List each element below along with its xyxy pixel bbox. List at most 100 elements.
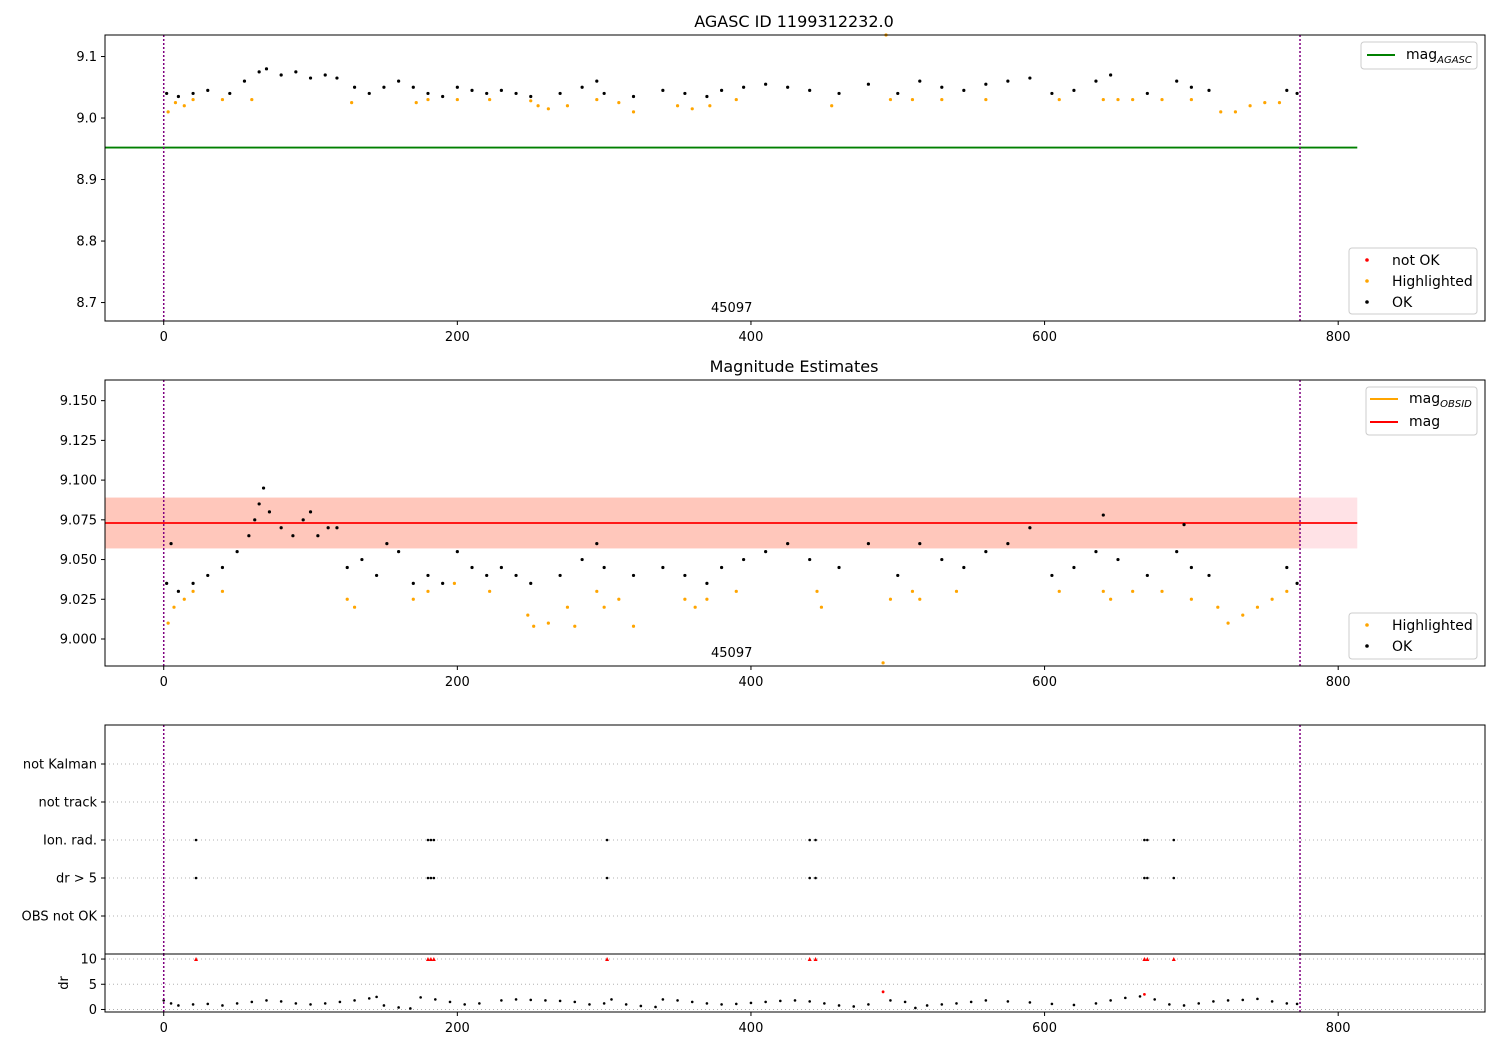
dr-clipped-marker xyxy=(813,957,818,962)
flag-point-dr5 xyxy=(1146,876,1149,880)
point-ok xyxy=(411,85,415,89)
point-ok xyxy=(1006,542,1010,546)
flag-point-ion-rad xyxy=(814,838,817,842)
point-ok xyxy=(455,550,459,554)
point-highlighted xyxy=(617,101,621,105)
dr-point xyxy=(448,1000,452,1004)
dr-point xyxy=(1212,1000,1215,1003)
point-ok xyxy=(866,542,871,546)
point-ok xyxy=(529,94,533,99)
scatter-legend-box xyxy=(1348,612,1478,660)
point-ok xyxy=(257,70,261,74)
chart-2-frame xyxy=(104,379,1486,667)
point-ok xyxy=(705,94,709,99)
point-ok xyxy=(962,565,966,570)
y-tick-label: 9.025 xyxy=(60,593,97,608)
point-ok xyxy=(705,581,709,585)
dr-point xyxy=(749,1001,753,1005)
point-highlighted xyxy=(352,605,357,609)
point-ok xyxy=(169,542,173,546)
point-ok xyxy=(602,91,606,96)
point-ok xyxy=(1145,91,1149,96)
point-ok xyxy=(786,85,790,89)
flag-label: OBS not OK xyxy=(22,910,98,925)
point-highlighted xyxy=(910,589,915,593)
dr-point xyxy=(250,1000,254,1004)
point-ok xyxy=(1175,550,1179,554)
y-tick-label: 9.125 xyxy=(60,434,97,449)
point-highlighted xyxy=(1057,97,1061,102)
y-tick-label: 9.000 xyxy=(60,632,97,647)
dr-point xyxy=(852,1005,856,1008)
chart-1-title: AGASC ID 1199312232.0 xyxy=(694,12,894,31)
dr-clipped-marker xyxy=(1145,957,1150,962)
point-highlighted xyxy=(595,97,599,102)
dr-point xyxy=(434,998,437,1001)
dr-point xyxy=(169,1002,173,1005)
point-highlighted xyxy=(1160,97,1164,102)
point-highlighted xyxy=(734,97,738,102)
point-highlighted xyxy=(1248,104,1252,108)
point-highlighted xyxy=(220,97,225,102)
x-tick-label: 0 xyxy=(160,330,168,345)
point-ok xyxy=(1295,91,1299,96)
dr-point xyxy=(463,1003,466,1006)
dr-point xyxy=(544,999,547,1002)
point-highlighted xyxy=(888,597,893,601)
point-highlighted xyxy=(602,605,606,609)
chart-2-title: Magnitude Estimates xyxy=(710,357,879,376)
dr-frame xyxy=(104,953,1486,1013)
dr-point xyxy=(624,1003,628,1006)
flag-label: Ion. rad. xyxy=(43,834,97,849)
point-ok xyxy=(294,70,298,74)
legend-marker-highlighted xyxy=(1365,623,1369,627)
dr-point xyxy=(558,999,562,1003)
point-ok xyxy=(918,79,922,83)
point-ok xyxy=(1295,581,1299,585)
point-highlighted xyxy=(172,605,176,609)
point-ok xyxy=(382,85,386,89)
legend-label-mag-agasc: magAGASC xyxy=(1406,47,1472,66)
point-highlighted xyxy=(526,613,530,617)
dr-point xyxy=(690,1000,694,1004)
dr-point xyxy=(602,1002,606,1005)
point-highlighted xyxy=(1116,97,1120,102)
point-highlighted xyxy=(910,97,915,102)
point-ok xyxy=(940,85,944,89)
point-highlighted xyxy=(191,97,195,102)
dr-point xyxy=(969,1000,973,1004)
dr-point xyxy=(925,1004,929,1007)
point-highlighted xyxy=(546,107,550,111)
flag-label: not track xyxy=(38,796,97,811)
point-ok xyxy=(360,557,364,562)
dr-point xyxy=(500,999,503,1002)
dr-point xyxy=(808,1000,811,1003)
flag-point-dr5 xyxy=(814,876,817,880)
line-legend-box xyxy=(1360,41,1478,70)
flag-point-ion-rad xyxy=(432,838,436,842)
dr-clipped-marker xyxy=(431,957,436,962)
x-tick-label: 0 xyxy=(160,1021,168,1036)
point-ok xyxy=(220,565,225,570)
legend-marker-ok xyxy=(1365,644,1369,648)
point-highlighted xyxy=(815,589,819,593)
point-ok xyxy=(441,94,445,99)
point-highlighted xyxy=(1263,101,1267,105)
flag-point-ion-rad xyxy=(194,838,198,842)
x-tick-label: 800 xyxy=(1326,330,1351,345)
point-highlighted xyxy=(631,110,636,114)
dr-point xyxy=(573,1000,577,1004)
point-highlighted xyxy=(191,589,195,593)
dr-point xyxy=(1006,1000,1010,1003)
legend-label-mag: mag xyxy=(1409,414,1440,430)
dr-point xyxy=(397,1006,400,1009)
point-ok xyxy=(441,581,445,585)
point-ok xyxy=(267,510,272,514)
point-ok xyxy=(411,581,415,585)
point-highlighted xyxy=(1109,597,1113,601)
point-ok xyxy=(247,534,251,538)
point-ok xyxy=(397,550,401,554)
y-tick-label: 9.075 xyxy=(60,513,97,528)
point-ok xyxy=(242,79,247,83)
